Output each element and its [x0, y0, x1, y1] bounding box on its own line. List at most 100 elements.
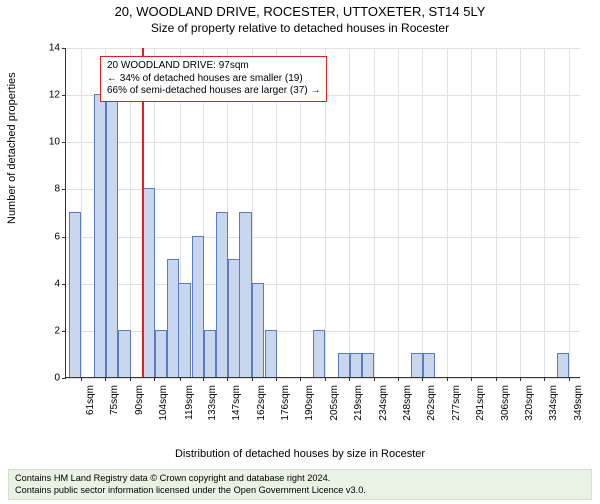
- gridline-v: [520, 48, 521, 377]
- x-tick-label: 234sqm: [378, 385, 389, 433]
- x-tick: [520, 377, 521, 381]
- histogram-bar: [106, 94, 118, 377]
- histogram-bar: [143, 188, 155, 377]
- x-tick-label: 133sqm: [207, 385, 218, 433]
- y-tick-label: 0: [42, 373, 60, 384]
- chart-area: 0246810121461sqm75sqm90sqm104sqm119sqm13…: [35, 48, 585, 408]
- annotation-box: 20 WOODLAND DRIVE: 97sqm← 34% of detache…: [100, 56, 327, 102]
- license-line: Contains HM Land Registry data © Crown c…: [15, 473, 585, 485]
- y-tick-label: 12: [42, 90, 60, 101]
- annotation-line: ← 34% of detached houses are smaller (19…: [107, 73, 320, 86]
- plot-area: 0246810121461sqm75sqm90sqm104sqm119sqm13…: [65, 48, 580, 378]
- x-tick: [227, 377, 228, 381]
- x-tick-label: 349sqm: [573, 385, 584, 433]
- y-tick: [62, 95, 66, 96]
- x-tick: [276, 377, 277, 381]
- y-tick-label: 8: [42, 184, 60, 195]
- y-tick: [62, 189, 66, 190]
- histogram-bar: [216, 212, 228, 377]
- histogram-bar: [265, 330, 277, 377]
- y-tick-label: 4: [42, 278, 60, 289]
- y-tick: [62, 48, 66, 49]
- x-tick-label: 205sqm: [329, 385, 340, 433]
- histogram-bar: [118, 330, 130, 377]
- x-tick: [300, 377, 301, 381]
- histogram-bar: [94, 94, 106, 377]
- x-tick-label: 248sqm: [402, 385, 413, 433]
- gridline-v: [447, 48, 448, 377]
- gridline-v: [349, 48, 350, 377]
- x-tick: [105, 377, 106, 381]
- gridline-v: [471, 48, 472, 377]
- gridline-v: [496, 48, 497, 377]
- histogram-bar: [423, 353, 435, 377]
- histogram-bar: [252, 283, 264, 377]
- x-tick-label: 176sqm: [280, 385, 291, 433]
- x-tick: [374, 377, 375, 381]
- x-tick-label: 190sqm: [304, 385, 315, 433]
- x-tick: [471, 377, 472, 381]
- x-tick-label: 219sqm: [353, 385, 364, 433]
- y-tick: [62, 284, 66, 285]
- histogram-bar: [155, 330, 167, 377]
- x-tick: [203, 377, 204, 381]
- gridline-v: [544, 48, 545, 377]
- x-axis-label: Distribution of detached houses by size …: [0, 448, 600, 460]
- x-tick: [398, 377, 399, 381]
- x-tick: [180, 377, 181, 381]
- x-tick: [422, 377, 423, 381]
- histogram-bar: [557, 353, 569, 377]
- chart-container: 20, WOODLAND DRIVE, ROCESTER, UTTOXETER,…: [0, 4, 600, 504]
- x-tick: [81, 377, 82, 381]
- x-tick: [325, 377, 326, 381]
- x-tick-label: 334sqm: [548, 385, 559, 433]
- histogram-bar: [338, 353, 350, 377]
- x-tick: [544, 377, 545, 381]
- y-tick-label: 14: [42, 43, 60, 54]
- x-tick-label: 90sqm: [134, 385, 145, 433]
- license-line: Contains public sector information licen…: [15, 485, 585, 497]
- histogram-bar: [313, 330, 325, 377]
- histogram-bar: [362, 353, 374, 377]
- y-tick: [62, 378, 66, 379]
- gridline-v: [398, 48, 399, 377]
- x-tick-label: 75sqm: [109, 385, 120, 433]
- annotation-line: 20 WOODLAND DRIVE: 97sqm: [107, 60, 320, 73]
- chart-subtitle: Size of property relative to detached ho…: [0, 21, 600, 35]
- histogram-bar: [204, 330, 216, 377]
- license-box: Contains HM Land Registry data © Crown c…: [8, 469, 592, 500]
- histogram-bar: [178, 283, 190, 377]
- x-tick: [447, 377, 448, 381]
- y-axis-label: Number of detached properties: [6, 72, 18, 224]
- y-tick-label: 6: [42, 231, 60, 242]
- histogram-bar: [411, 353, 423, 377]
- gridline-h: [66, 378, 580, 379]
- histogram-bar: [192, 236, 204, 377]
- histogram-bar: [228, 259, 240, 377]
- histogram-bar: [350, 353, 362, 377]
- x-tick-label: 277sqm: [451, 385, 462, 433]
- histogram-bar: [239, 212, 251, 377]
- x-tick: [569, 377, 570, 381]
- x-tick-label: 147sqm: [231, 385, 242, 433]
- gridline-v: [569, 48, 570, 377]
- x-tick-label: 162sqm: [256, 385, 267, 433]
- annotation-line: 66% of semi-detached houses are larger (…: [107, 85, 320, 98]
- y-tick-label: 2: [42, 325, 60, 336]
- chart-title: 20, WOODLAND DRIVE, ROCESTER, UTTOXETER,…: [0, 4, 600, 19]
- x-tick-label: 104sqm: [158, 385, 169, 433]
- y-tick: [62, 237, 66, 238]
- gridline-v: [422, 48, 423, 377]
- y-tick: [62, 142, 66, 143]
- x-tick-label: 61sqm: [85, 385, 96, 433]
- x-tick-label: 291sqm: [475, 385, 486, 433]
- x-tick-label: 320sqm: [524, 385, 535, 433]
- y-tick: [62, 331, 66, 332]
- x-tick: [154, 377, 155, 381]
- x-tick: [496, 377, 497, 381]
- x-tick-label: 119sqm: [184, 385, 195, 433]
- histogram-bar: [167, 259, 179, 377]
- histogram-bar: [69, 212, 81, 377]
- x-tick: [130, 377, 131, 381]
- x-tick: [349, 377, 350, 381]
